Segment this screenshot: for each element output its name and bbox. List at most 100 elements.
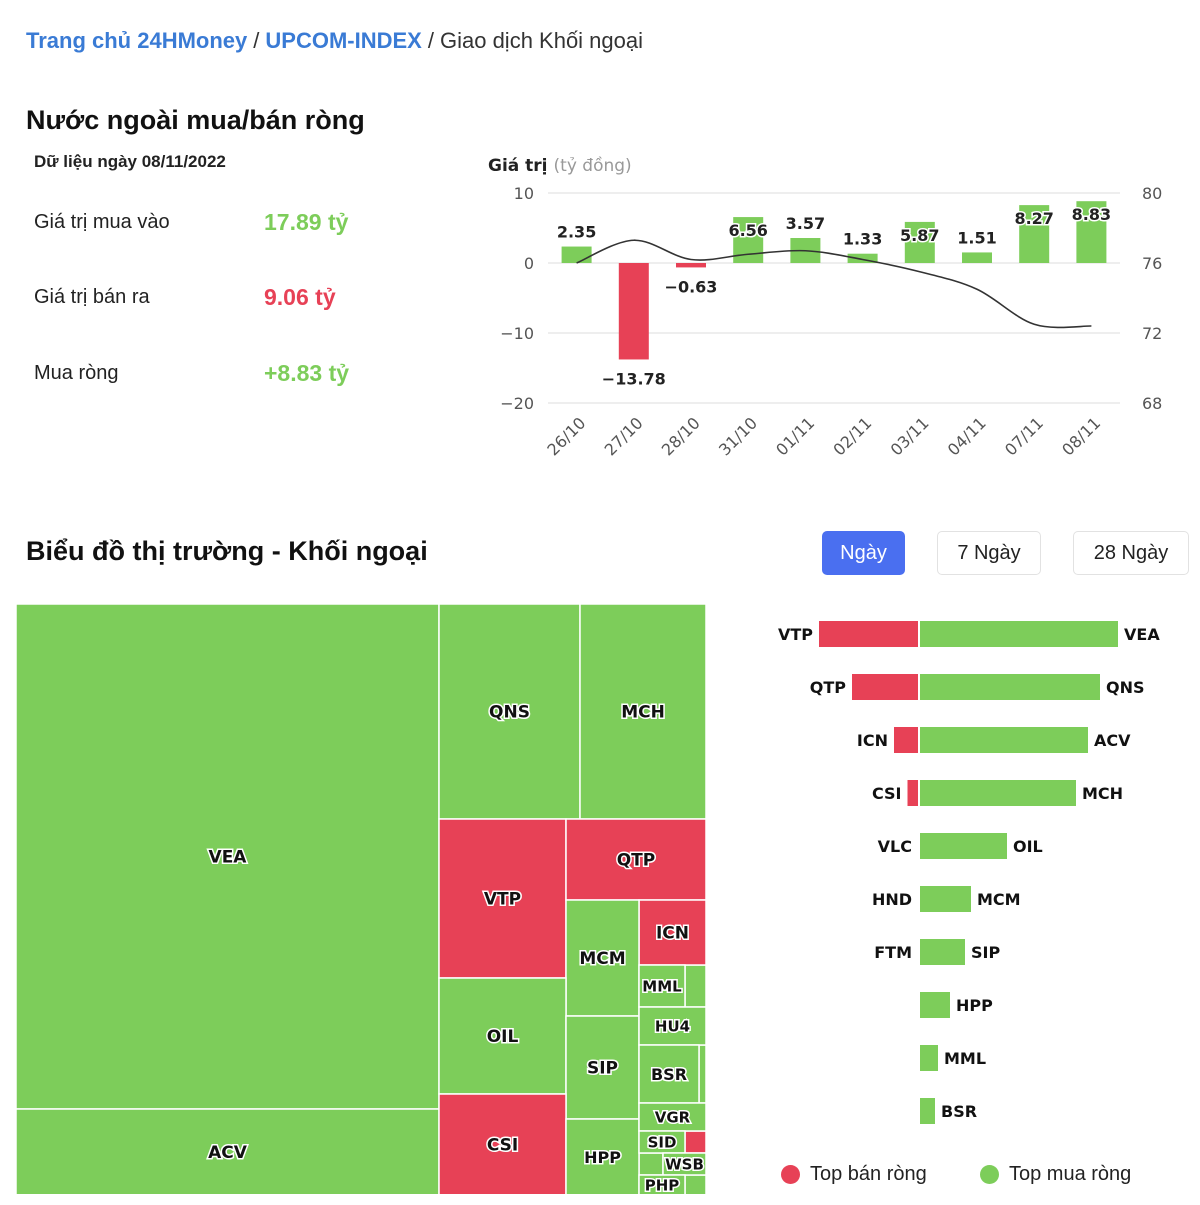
bar-value-label: 5.87 [900, 226, 939, 245]
treemap-cell-sid [638, 1130, 686, 1154]
foreign-treemap-svg: VEA ACV QNS MCH VTP QTP ICN MCM OIL SIP MML HU4 BSR C… [15, 603, 707, 1196]
treemap-label: HPP [584, 1148, 621, 1167]
treemap-label: VGR [655, 1108, 691, 1126]
legend-buy-dot [980, 1165, 999, 1184]
buy-ticker-label: HPP [956, 996, 993, 1015]
treemap-label: SID [648, 1133, 677, 1151]
top-net-bars-svg: VTP VEA QTP QNS ICN ACV CSI MCH VLC OIL HND MCM FTM S… [776, 621, 1162, 1124]
buy-bar-acv [920, 727, 1088, 753]
bar-value-label: 8.27 [1014, 209, 1053, 228]
net-trade-chart: Giá trị (tỷ đồng) 10 0 −10 −20 80 76 72 68 2.35 −13… [470, 140, 1180, 485]
buy-ticker-label: BSR [941, 1102, 977, 1121]
sell-bar-csi [907, 780, 918, 806]
bar-27/10 [618, 263, 649, 360]
bar-value-label: 2.35 [557, 223, 596, 242]
buy-ticker-label: MCH [1082, 784, 1123, 803]
bar-value-label: 6.56 [728, 221, 767, 240]
x-tick-label: 27/10 [601, 413, 647, 459]
bar-08/11 [1076, 201, 1107, 263]
buy-bar-mch [920, 780, 1076, 806]
buy-value-label: Giá trị mua vào [34, 211, 170, 233]
breadcrumb-home-link[interactable]: Trang chủ 24HMoney [26, 28, 248, 53]
buy-bar-hpp [920, 992, 950, 1018]
x-tick-label: 01/11 [772, 413, 818, 459]
sell-ticker-label: QTP [810, 678, 847, 697]
buy-bar-mcm [920, 886, 971, 912]
treemap-cell-mcm [565, 899, 640, 1017]
tab-day[interactable]: Ngày [822, 531, 905, 575]
index-line [576, 239, 1092, 329]
x-tick-label: 28/10 [658, 413, 704, 459]
treemap-cell [684, 964, 707, 1008]
x-tick-label: 08/11 [1058, 413, 1104, 459]
tab-7-days[interactable]: 7 Ngày [937, 531, 1041, 575]
sell-ticker-label: ICN [857, 731, 888, 750]
treemap-label: VTP [484, 890, 521, 910]
bar-value-label: −0.63 [665, 277, 718, 296]
bar-value-label: 1.51 [957, 228, 996, 247]
y-tick-label: −20 [500, 394, 534, 413]
breadcrumb-index-link[interactable]: UPCOM-INDEX [265, 28, 422, 53]
sell-ticker-label: VLC [878, 837, 912, 856]
tab-28-days[interactable]: 28 Ngày [1073, 531, 1189, 575]
x-tick-label: 07/11 [1001, 413, 1047, 459]
buy-ticker-label: VEA [1124, 625, 1160, 644]
treemap-label: MCM [579, 949, 625, 969]
market-chart-title: Biểu đồ thị trường - Khối ngoại [26, 536, 428, 566]
sell-ticker-label: FTM [874, 943, 912, 962]
legend-buy-label: Top mua ròng [1009, 1163, 1132, 1185]
treemap-cell [638, 1152, 664, 1176]
bar-value-label: 8.83 [1072, 205, 1111, 224]
legend-sell-label: Top bán ròng [810, 1163, 927, 1185]
bar-04/11 [962, 252, 992, 263]
buy-ticker-label: OIL [1013, 837, 1043, 856]
chart-title-unit: (tỷ đồng) [554, 155, 632, 176]
treemap-label: ACV [208, 1143, 248, 1163]
bar-26/10 [561, 246, 592, 263]
treemap-cell-mch [579, 603, 707, 820]
y2-tick-label: 68 [1142, 394, 1162, 413]
treemap-label: SIP [587, 1059, 618, 1079]
breadcrumb-separator: / [253, 28, 260, 53]
treemap-label: BSR [651, 1065, 687, 1084]
legend-sell-dot [781, 1165, 800, 1184]
chart-title-main: Giá trị [488, 156, 548, 176]
buy-ticker-label: SIP [971, 943, 1000, 962]
legend-sell: Top bán ròng [781, 1163, 927, 1186]
treemap-label: QNS [489, 703, 530, 723]
sell-bar-qtp [852, 674, 918, 700]
buy-bar-vea [920, 621, 1118, 647]
treemap-label: CSI [487, 1136, 518, 1156]
treemap-cell-vgr [638, 1102, 707, 1132]
chart-title: Giá trị (tỷ đồng) [488, 155, 632, 176]
buy-bar-sip [920, 939, 965, 965]
buy-bar-oil [920, 833, 1007, 859]
bar-02/11 [847, 253, 878, 263]
buy-ticker-label: QNS [1106, 678, 1145, 697]
treemap-cell [684, 1174, 707, 1196]
buy-ticker-label: ACV [1094, 731, 1131, 750]
x-tick-label: 04/11 [944, 413, 990, 459]
bar-value-label: −13.78 [602, 369, 666, 388]
treemap-label: PHP [645, 1176, 680, 1194]
bar-07/11 [1019, 205, 1050, 263]
treemap-cell-oil [438, 977, 567, 1095]
sell-ticker-label: VTP [778, 625, 813, 644]
treemap-label: WSB [665, 1155, 704, 1173]
top-net-bars: VTP VEA QTP QNS ICN ACV CSI MCH VLC OIL HND MCM FTM S… [740, 604, 1180, 1139]
breadcrumb-separator: / [427, 28, 434, 53]
y-tick-label: 10 [514, 184, 534, 203]
bar-28/10 [676, 263, 706, 268]
buy-ticker-label: MCM [977, 890, 1021, 909]
x-tick-label: 02/11 [829, 413, 875, 459]
treemap-label: HU4 [655, 1017, 690, 1035]
treemap-label: VEA [209, 848, 248, 868]
bar-03/11 [904, 221, 935, 263]
x-tick-label: 26/10 [543, 413, 589, 459]
sell-ticker-label: CSI [872, 784, 902, 803]
breadcrumb: Trang chủ 24HMoney / UPCOM-INDEX / Giao dịch… [26, 26, 643, 56]
breadcrumb-current: Giao dịch Khối ngoại [439, 28, 644, 53]
net-trade-chart-svg: Giá trị (tỷ đồng) 10 0 −10 −20 80 76 72 68 2.35 −13… [488, 155, 1162, 459]
treemap-cell-mml [638, 964, 686, 1008]
sell-value: 9.06 tỷ [264, 284, 336, 310]
